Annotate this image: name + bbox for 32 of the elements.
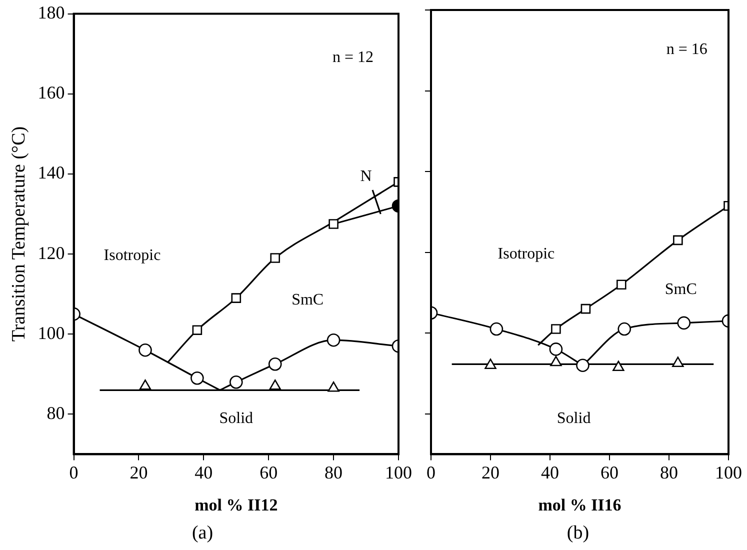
x-axis-title: mol % II16: [538, 495, 622, 514]
x-tick-label: 80: [324, 462, 343, 483]
annotation: N: [360, 168, 372, 185]
x-tick-label: 0: [69, 462, 78, 483]
y-tick-label: 100: [38, 322, 65, 343]
annotation: n = 12: [332, 49, 374, 66]
annotation: SmC: [664, 281, 697, 298]
text: (a): [192, 522, 214, 544]
annotation: SmC: [292, 291, 324, 308]
annotation: Solid: [219, 410, 254, 428]
y-tick-label: 80: [46, 402, 65, 423]
y-tick-label: 180: [38, 2, 65, 23]
x-tick-label: 60: [600, 462, 618, 483]
x-tick-label: 40: [194, 462, 213, 483]
y-tick-label: 160: [38, 82, 65, 103]
x-axis-title: mol % II12: [194, 495, 278, 514]
y-tick-label: 140: [38, 162, 65, 183]
x-tick-label: 60: [260, 462, 278, 483]
annotation: n = 16: [666, 41, 708, 58]
text: (b): [566, 522, 590, 544]
x-tick-label: 100: [385, 462, 412, 483]
x-tick-label: 40: [541, 462, 559, 483]
x-tick-label: 100: [715, 462, 742, 483]
x-tick-label: 20: [130, 462, 148, 483]
annotation: Isotropic: [104, 247, 161, 264]
y-tick-label: 120: [38, 242, 65, 263]
annotation: Isotropic: [498, 246, 555, 263]
x-tick-label: 20: [482, 462, 500, 483]
annotation: Solid: [556, 410, 591, 427]
x-tick-label: 80: [660, 462, 678, 483]
y-axis-title: Transition Temperature (°C): [8, 126, 30, 342]
x-tick-label: 0: [426, 462, 436, 483]
